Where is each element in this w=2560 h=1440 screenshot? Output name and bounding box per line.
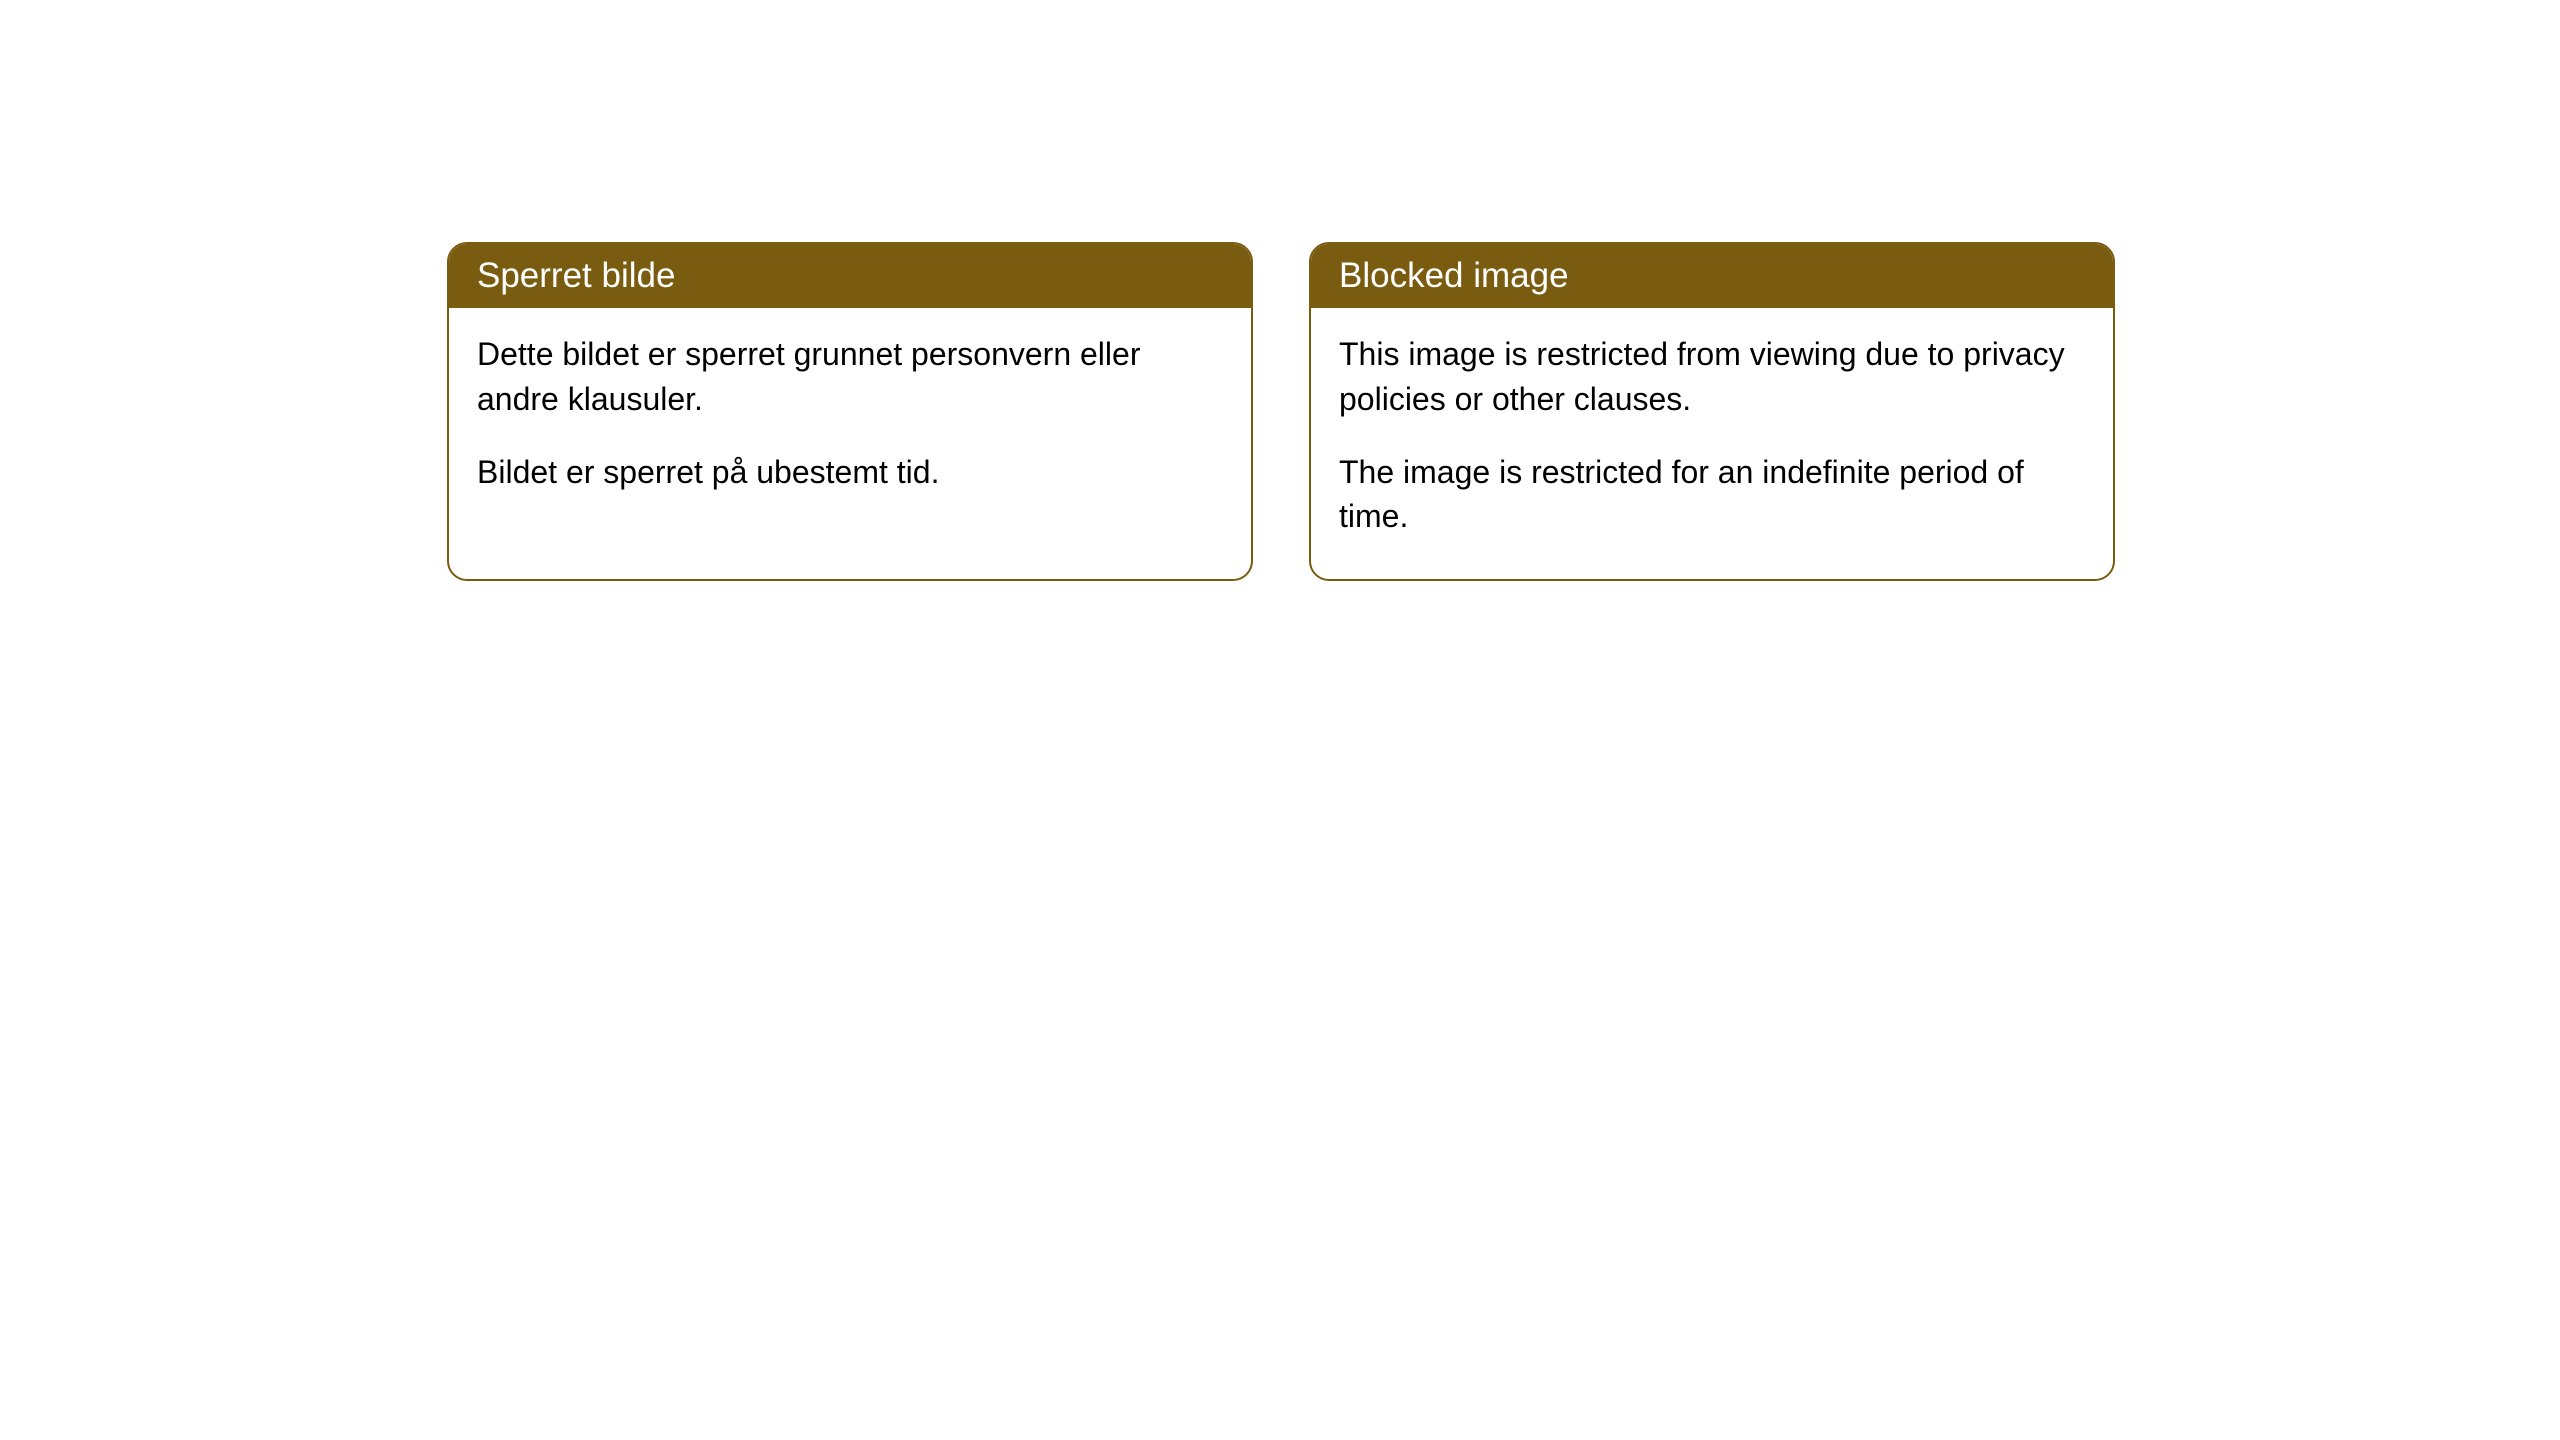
card-paragraph: Bildet er sperret på ubestemt tid. — [477, 450, 1223, 495]
card-paragraph: This image is restricted from viewing du… — [1339, 332, 2085, 422]
notice-card-norwegian: Sperret bilde Dette bildet er sperret gr… — [447, 242, 1253, 581]
card-body-norwegian: Dette bildet er sperret grunnet personve… — [449, 308, 1251, 534]
card-title: Sperret bilde — [477, 256, 675, 295]
card-paragraph: Dette bildet er sperret grunnet personve… — [477, 332, 1223, 422]
notice-cards-container: Sperret bilde Dette bildet er sperret gr… — [447, 242, 2115, 581]
card-header-english: Blocked image — [1311, 244, 2113, 308]
card-title: Blocked image — [1339, 256, 1569, 295]
card-header-norwegian: Sperret bilde — [449, 244, 1251, 308]
card-paragraph: The image is restricted for an indefinit… — [1339, 450, 2085, 540]
notice-card-english: Blocked image This image is restricted f… — [1309, 242, 2115, 581]
card-body-english: This image is restricted from viewing du… — [1311, 308, 2113, 579]
